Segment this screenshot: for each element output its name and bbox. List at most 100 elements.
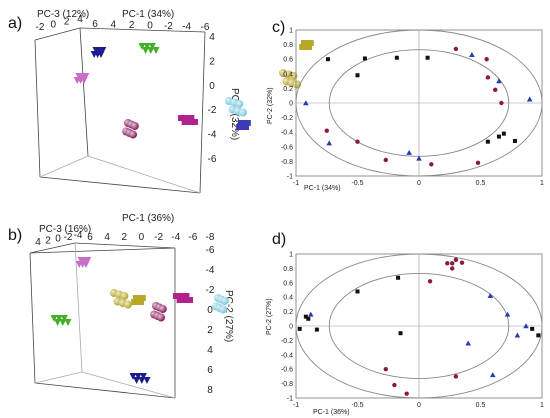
b-pc3-tick-label: -4 [74, 230, 83, 241]
c-y-tick-label: 0.6 [283, 57, 293, 64]
b-pc2-tick-label: -4 [206, 265, 215, 276]
c-point-triangle [469, 52, 475, 58]
c-point-triangle [416, 155, 422, 161]
panel-label-b: b) [8, 227, 22, 244]
data-point [299, 44, 306, 50]
data-point [178, 115, 184, 121]
c-x-tick-label: 0 [417, 180, 421, 187]
d-point-circle [453, 374, 459, 379]
a-pc1-label: PC-1 (34%) [122, 9, 174, 20]
d-y-tick-label: 0.2 [283, 309, 293, 316]
data-point [55, 315, 63, 322]
c-point-circle [453, 46, 459, 52]
d-point-square [530, 326, 535, 331]
data-point [187, 297, 193, 303]
b-cluster-purple-sphere [150, 302, 167, 322]
a-cluster-navy-triangle [90, 47, 107, 58]
d-point-circle [453, 257, 459, 262]
d-point-circle [450, 266, 455, 271]
data-point [302, 44, 309, 50]
d-point-circle [427, 279, 433, 284]
data-point [80, 77, 88, 84]
c-point-circle [429, 162, 434, 167]
d-correlation-circle [295, 253, 543, 399]
b-pc3-label: PC-3 (16%) [39, 224, 91, 235]
data-point [138, 377, 146, 384]
d-point-triangle [514, 332, 521, 338]
c-point-square [501, 131, 506, 136]
d-x-tick-label: -0.5 [351, 402, 363, 409]
b-cluster-navy-triangle [129, 373, 151, 384]
data-point [183, 293, 190, 299]
data-point [139, 373, 147, 380]
a-pc3-tick-label: 4 [77, 14, 83, 25]
d-ylabel: PC-2 (27%) [266, 298, 273, 335]
data-point [84, 257, 92, 264]
d-y-tick-label: 0.6 [283, 280, 293, 287]
d-point-square [355, 289, 360, 294]
point-highlight [235, 100, 244, 108]
b-pc2-tick-label: 2 [207, 325, 213, 336]
c-y-tick-label: 1 [289, 28, 293, 35]
d-point-square [398, 331, 403, 336]
data-point [97, 51, 105, 58]
b-pc2-tick-label: -2 [206, 285, 215, 296]
d-point-circle [404, 391, 409, 396]
c-y-tick-label: -0.6 [281, 144, 293, 151]
d-point-circle [445, 261, 450, 266]
c-point-triangle [326, 140, 333, 146]
b-pc3-tick-label: 4 [35, 237, 41, 248]
data-point [178, 293, 185, 299]
a-pc1-tick-label: -4 [182, 22, 191, 33]
data-point [133, 295, 139, 301]
d-point-square [303, 314, 308, 319]
data-point [183, 115, 190, 121]
data-point [152, 47, 160, 54]
a-pc3-tick-label: -2 [36, 22, 45, 33]
point-highlight [124, 300, 132, 309]
b-pc1-tick-label: -6 [188, 232, 197, 243]
data-point [143, 43, 151, 50]
a-pc3-tick-label: 0 [51, 19, 57, 30]
panel-d-loadings-plot: PC-1 (36%) PC-2 (27%) -1 -0.5 0 0.5 1 1 0.8 0.6… [266, 252, 544, 417]
b-pc2-tick-label: 8 [207, 385, 213, 396]
a-pc1-tick-label: 6 [92, 19, 98, 30]
a-pc1-tick-label: 2 [129, 20, 135, 31]
b-cluster-olive-sphere [110, 289, 132, 309]
c-point-circle [485, 75, 491, 80]
d-x-tick-label: -1 [293, 402, 299, 409]
data-point [82, 261, 90, 268]
d-y-tick-label: -1 [287, 396, 293, 403]
data-point [60, 315, 68, 322]
a-pc2-tick-label: -4 [208, 130, 217, 141]
data-point [99, 47, 107, 54]
data-point [236, 124, 243, 130]
b-pc2-tick-label: -6 [206, 245, 215, 256]
data-point [192, 119, 198, 125]
d-y-tick-label: -0.6 [281, 367, 293, 374]
data-point [239, 124, 246, 130]
b-pc1-tick-label: 6 [87, 232, 93, 243]
c-point-square [355, 73, 360, 78]
d-point-triangle [465, 340, 471, 346]
data-point [136, 295, 143, 301]
c-point-square [325, 57, 330, 62]
point-highlight [219, 305, 227, 314]
c-point-circle [355, 139, 360, 144]
data-point [186, 119, 193, 125]
point-highlight [130, 122, 139, 130]
c-point-circle [475, 160, 481, 166]
a-cluster-magenta-square [178, 115, 198, 125]
b-pc1-tick-label: -2 [154, 232, 163, 243]
c-point-circle [383, 157, 388, 163]
a-pc2-tick-label: 0 [209, 81, 215, 92]
data-point [243, 124, 249, 130]
c-point-triangle [526, 96, 533, 102]
data-point [142, 47, 150, 54]
d-point-circle [459, 260, 465, 265]
c-point-circle [499, 100, 504, 106]
a-cluster-blue-square [236, 120, 251, 130]
d-y-tick-label: 0 [289, 324, 293, 331]
a-cluster-olive-square [299, 40, 314, 50]
